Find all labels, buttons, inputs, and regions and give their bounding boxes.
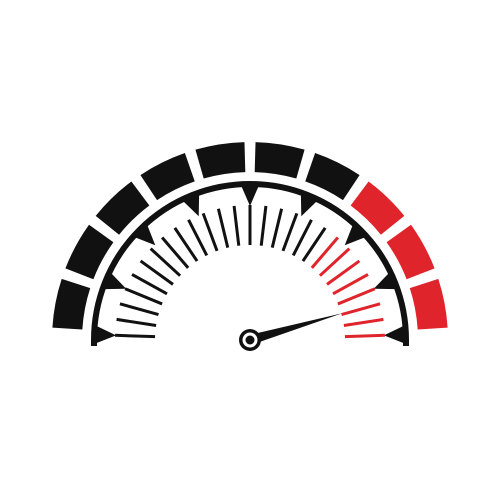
arc-pointer [183,194,200,217]
tick-mark [301,227,327,262]
tick-mark-red [343,317,384,327]
tick-mark [216,208,230,248]
outer-segment-red [409,278,448,330]
tick-mark [124,287,163,306]
tick-mark [139,259,174,286]
tick-mark [291,219,313,257]
outer-segment [305,153,360,201]
inner-arc [91,181,409,346]
outer-segment-ring [52,142,448,330]
tick-mark-red [332,273,369,296]
outer-segment [95,181,150,235]
outer-segment [140,153,195,201]
tick-mark-red [344,333,385,339]
tick-mark [270,208,284,248]
tick-mark [173,227,199,262]
arc-pointer [135,225,156,246]
outer-segment [254,142,305,179]
outer-segment-red [386,224,435,280]
tick-mark [149,247,182,277]
outer-segment [52,278,91,330]
tick-mark-red [337,287,376,306]
needle-pointer [248,313,343,345]
tick-mark-red [310,236,340,269]
arc-pointer [96,326,117,344]
tick-mark [201,212,219,252]
arc-pointer [241,186,259,206]
tick-mark [115,333,156,339]
needle [239,313,343,351]
tick-mark [281,212,299,252]
tick-mark [232,205,241,246]
arc-pointer [344,225,365,246]
tick-mark [116,317,157,327]
tick-mark [259,205,268,246]
outer-segment [65,224,114,280]
outer-segment-red [350,181,405,235]
tick-mark [119,302,159,316]
arc-pointer [383,326,404,344]
tick-mark [160,236,190,269]
tick-mark-red [318,247,351,277]
hub-center [245,335,255,345]
tick-mark-red [341,302,381,316]
tick-mark-red [326,259,361,286]
arc-pointer [300,194,317,217]
tick-mark [131,273,168,296]
arc-pointer [104,273,127,290]
tick-mark [187,219,209,257]
tick-marks [115,205,385,339]
arc-pointer [373,273,396,290]
outer-segment [195,142,246,179]
arc-pointers [96,186,404,344]
